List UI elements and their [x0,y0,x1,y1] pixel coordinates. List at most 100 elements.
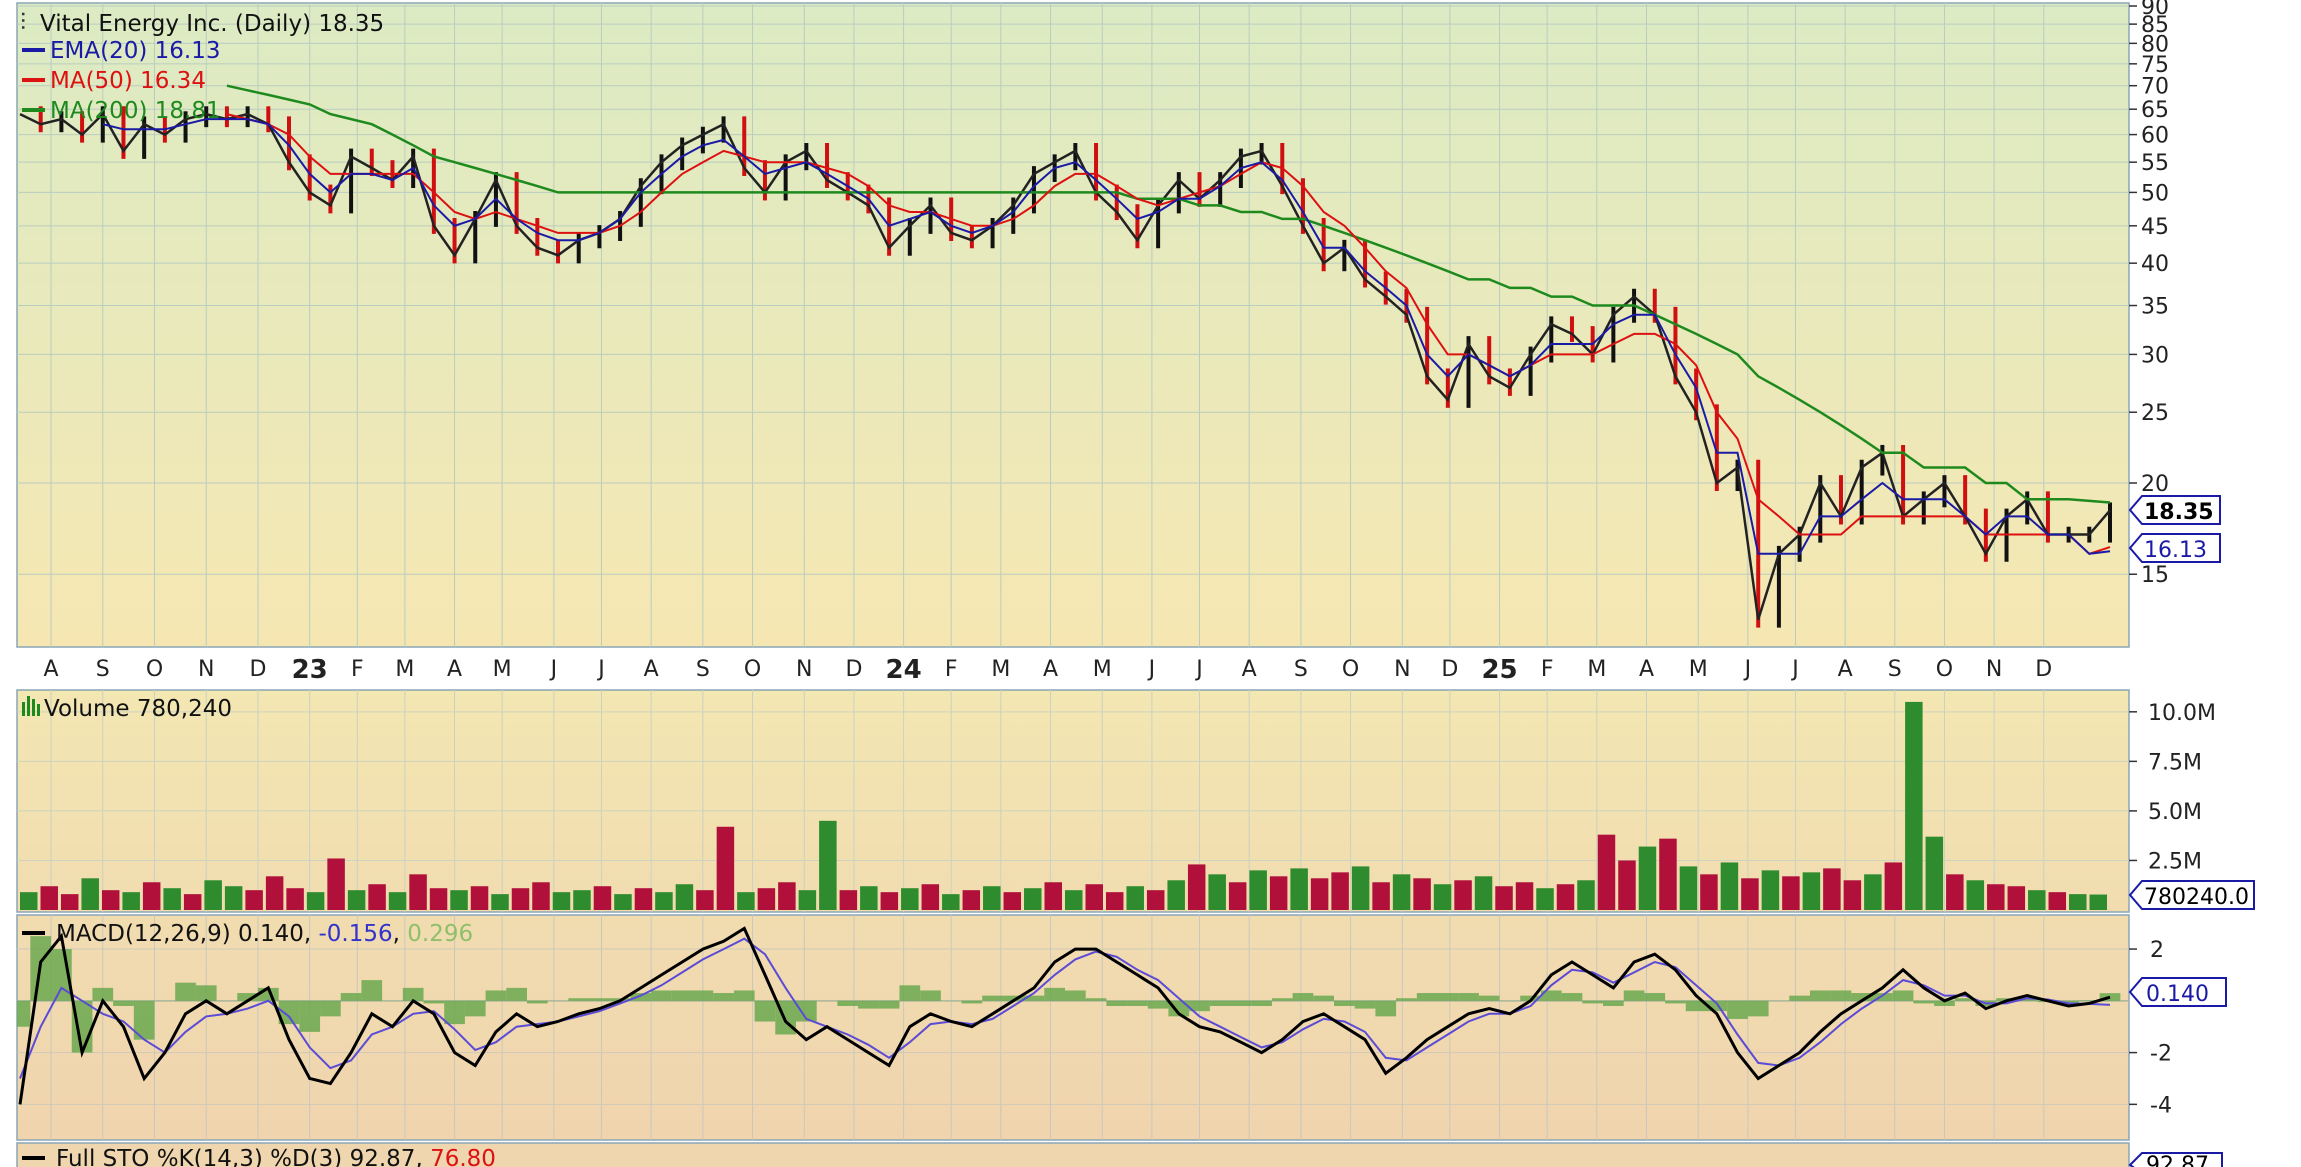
macd-histogram-bar [1023,995,1045,1001]
month-label: J [1147,657,1156,682]
macd-series-group [17,926,2121,1105]
macd-histogram-bar [278,1000,300,1025]
macd-histogram-bar [1065,990,1086,1001]
volume-bar [245,890,263,910]
macd-histogram-bar [92,987,114,1001]
volume-bar [347,890,366,910]
macd-histogram-bar [1747,1000,1769,1017]
volume-bar [1290,868,1308,910]
month-label: D [249,657,266,682]
volume-tick-label: 10.0M [2148,701,2216,726]
macd-y-axis: 2 -2 -4 [2129,938,2172,1118]
macd-histogram-bar [464,1000,486,1017]
month-label: A [1639,657,1654,682]
macd-histogram-bar [485,990,507,1001]
volume-bar [60,894,79,910]
macd-legend-text: MACD(12,26,9) 0.140, -0.156, 0.296 [56,921,473,947]
volume-bar [737,892,755,910]
macd-histogram-bar [1561,993,1583,1001]
volume-bar [778,882,796,910]
volume-bar [798,890,817,910]
ema-last-label: 16.13 [2144,538,2207,563]
volume-bar [1864,874,1882,910]
price-legend: ⫶ Vital Energy Inc. (Daily) 18.35 EMA(20… [20,8,384,124]
volume-bar [1638,846,1657,910]
volume-bar [1925,836,1944,910]
volume-bar [819,820,837,910]
volume-bar [1700,874,1718,910]
volume-bar [1782,876,1800,910]
macd-histogram-bar [1789,995,1810,1001]
price-tick-label: 60 [2141,124,2169,149]
volume-tick-label: 2.5M [2148,849,2202,874]
volume-tick-label: 5.0M [2148,800,2202,825]
year-label: 25 [1481,655,1517,685]
volume-bar [942,894,960,910]
last-price-label: 18.35 [2144,500,2214,525]
volume-bar [1495,886,1513,910]
volume-bar [1208,874,1226,910]
macd-histogram-bar [1251,1000,1272,1006]
volume-tick-label: 7.5M [2148,750,2202,775]
macd-histogram-bar [899,985,921,1001]
volume-bar [1065,890,1083,910]
volume-bar [20,892,38,910]
macd-histogram-bar [1168,1000,1190,1017]
month-label: M [1093,657,1112,682]
macd-histogram-bar [320,1000,341,1017]
macd-histogram-bar [1313,995,1335,1001]
macd-hist-value: 0.296 [407,921,473,947]
volume-bar [1372,882,1390,910]
month-label: M [1587,657,1606,682]
volume-bar [1843,880,1862,910]
volume-bar [1946,874,1964,910]
sto-panel [16,1142,2130,1167]
macd-histogram-bar [17,1000,31,1027]
ma50-line [226,113,2111,555]
ema-tag: 16.13 [2128,533,2221,563]
volume-bar [511,888,530,910]
month-label: S [1888,657,1902,682]
macd-histogram-bar [1354,1000,1376,1009]
macd-histogram-bar [1872,993,1893,1001]
volume-bar [757,888,776,910]
price-tick-label: 80 [2141,32,2169,57]
month-label: M [1689,657,1708,682]
volume-bar [306,892,325,910]
volume-bar [1597,834,1616,910]
volume-y-axis: 10.0M 7.5M 5.0M 2.5M [2129,701,2216,874]
price-tick-label: 65 [2141,98,2169,123]
volume-bar [1884,862,1903,910]
price-tick-label: 35 [2141,295,2169,320]
volume-bar [1351,866,1370,910]
price-tick-label: 55 [2141,151,2169,176]
month-label: J [549,657,558,682]
volume-bar [1515,882,1534,910]
month-label: M [395,657,414,682]
month-label: D [845,657,862,682]
macd-line [18,926,2111,1105]
macd-histogram-bar [444,1000,465,1025]
month-label: F [945,657,958,682]
macd-histogram-bar [692,990,714,1001]
macd-histogram-bar [1665,1000,1686,1004]
volume-bar [1249,870,1267,910]
volume-bar [962,890,981,910]
price-tick-label: 70 [2141,75,2169,100]
macd-histogram-bar [1458,993,1479,1001]
volume-bar [2028,890,2046,910]
month-label: F [351,657,364,682]
volume-bar [1720,862,1739,910]
volume-bar [1105,892,1124,910]
year-label: 23 [292,655,328,685]
volume-bar [1679,866,1698,910]
volume-bar [593,886,612,910]
volume-bar [429,888,448,910]
sto-legend: Full STO %K(14,3) %D(3) 92.87, 76.80 [22,1146,496,1167]
ma200-line [226,84,2111,504]
macd-value: 0.140 [238,921,304,947]
volume-bar [1331,872,1349,910]
macd-histogram-bar [1271,998,1293,1001]
macd-histogram-bar [1830,990,1852,1001]
volume-bar [655,892,673,910]
